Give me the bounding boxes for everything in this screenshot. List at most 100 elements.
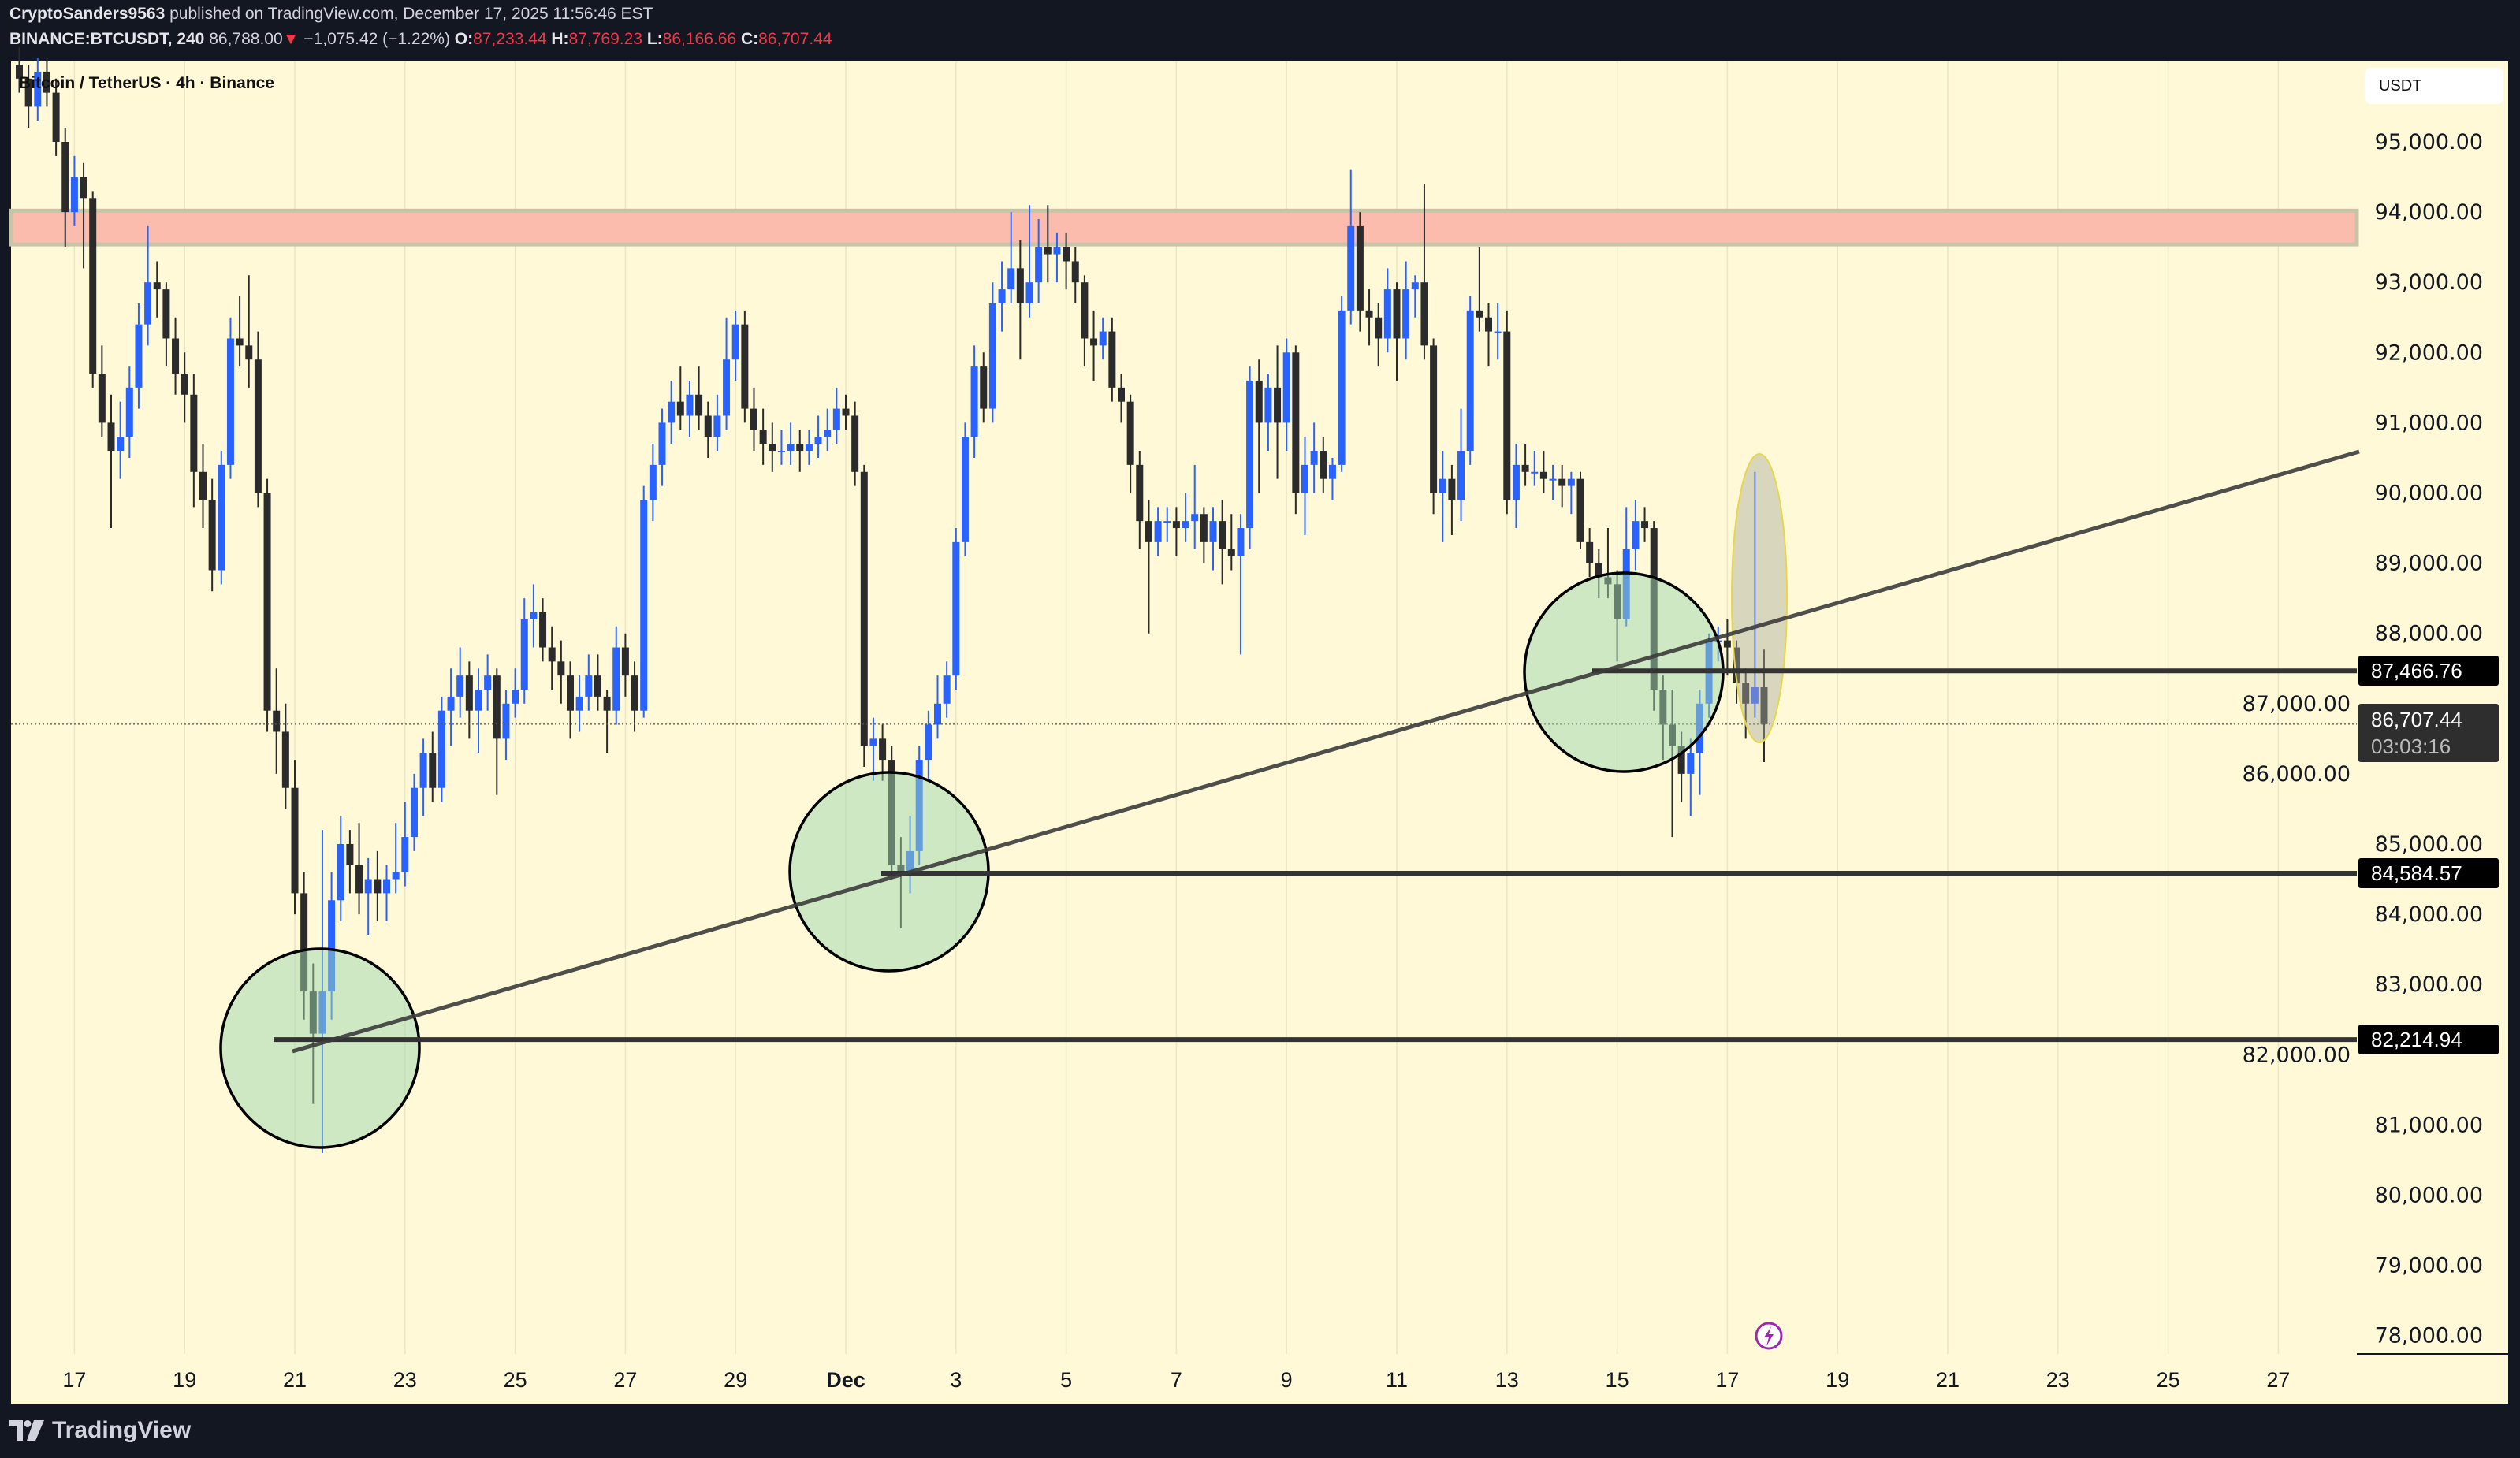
lightning-icon[interactable] [1755, 1322, 1783, 1350]
level-label: 82,214.94 [2358, 1025, 2499, 1055]
candle-bullish [1163, 521, 1171, 523]
currency-button[interactable]: USDT [2365, 68, 2503, 104]
candle-bullish [1383, 289, 1391, 339]
candle-bearish [355, 865, 363, 894]
candle-bullish [419, 753, 427, 788]
price-tick-label: 93,000.00 [2375, 270, 2483, 295]
candle-bearish [1118, 387, 1125, 402]
candle-bearish [181, 374, 188, 395]
candle-bearish [199, 471, 207, 500]
candle-bearish [1071, 261, 1079, 283]
publish-info: CryptoSanders9563 published on TradingVi… [9, 5, 653, 24]
candle-bearish [842, 408, 850, 416]
candle-bearish [1375, 317, 1383, 339]
candle-bullish [787, 444, 795, 452]
down-arrow-icon: ▼ [282, 30, 300, 48]
candle-bullish [135, 324, 143, 388]
candle-bearish [273, 710, 281, 732]
time-tick-label: 17 [62, 1368, 86, 1392]
candle-bullish [805, 444, 813, 452]
candle-bullish [1246, 380, 1254, 529]
high-value: 87,769.23 [568, 30, 642, 48]
candle-bullish [1154, 521, 1162, 542]
candle-bearish [374, 879, 382, 894]
candle-bullish [1237, 528, 1245, 556]
candle-bullish [520, 619, 528, 690]
symbol-info: BINANCE:BTCUSDT, 240 86,788.00▼ −1,075.4… [9, 30, 832, 49]
candle-bullish [1347, 225, 1355, 311]
candle-bullish [713, 415, 721, 437]
low-value: 86,166.66 [662, 30, 737, 48]
candle-bearish [1393, 289, 1401, 339]
candle-bearish [557, 661, 565, 676]
price-tick-label: 79,000.00 [2375, 1254, 2483, 1278]
candle-bullish [970, 366, 978, 437]
chart-panel[interactable] [11, 61, 2508, 1404]
candle-bullish [1264, 387, 1272, 423]
current-price-value: 86,707.44 [2371, 707, 2462, 731]
candle-bullish [1025, 282, 1033, 303]
candle-bullish [1338, 310, 1346, 465]
candle-bearish [1476, 310, 1483, 318]
ascending-trendline [292, 449, 2360, 1054]
candle-bearish [1641, 521, 1649, 529]
time-tick-label: 7 [1171, 1368, 1182, 1392]
candle-bullish [1099, 331, 1107, 346]
time-tick-label: 23 [2046, 1368, 2070, 1392]
candle-bearish [208, 500, 216, 571]
candle-bearish [493, 675, 501, 739]
candle-bullish [1567, 478, 1575, 486]
time-tick-label: 5 [1060, 1368, 1072, 1392]
price-change: −1,075.42 (−1.22%) [303, 30, 450, 48]
candle-bullish [649, 464, 657, 500]
candle-bullish [869, 738, 877, 746]
grid [73, 61, 2280, 1354]
candle-bullish [1007, 268, 1015, 290]
price-tick-label: 80,000.00 [2375, 1184, 2483, 1208]
published-text: published on TradingView.com, December 1… [169, 5, 653, 23]
time-tick-label: 25 [504, 1368, 527, 1392]
candle-bearish [603, 696, 611, 711]
price-tick-label: 84,000.00 [2375, 902, 2483, 927]
candle-bullish [686, 394, 694, 416]
candle-bearish [98, 374, 106, 423]
candle-bullish [1512, 464, 1520, 500]
candle-bearish [704, 415, 712, 437]
candle-bearish [1677, 746, 1685, 774]
candle-bearish [1136, 464, 1144, 522]
candle-bearish [860, 471, 868, 746]
candle-bearish [879, 738, 887, 761]
publish-header: CryptoSanders9563 published on TradingVi… [0, 0, 2520, 61]
candle-bearish [1145, 521, 1152, 542]
close-value: 86,707.44 [758, 30, 832, 48]
candle-bullish [1687, 753, 1695, 774]
candle-bullish [1209, 521, 1217, 542]
price-tick-label: 85,000.00 [2375, 832, 2483, 857]
candle-bullish [328, 900, 336, 992]
price-tick-label: 82,000.00 [2243, 1043, 2351, 1067]
candle-bullish [723, 359, 731, 416]
candle-bearish [676, 401, 684, 416]
tradingview-logo[interactable]: TradingView [9, 1417, 191, 1444]
time-tick-label: 21 [283, 1368, 307, 1392]
axes: 17 19 21 23 25 27 29 Dec 3 5 7 9 11 13 15 17 19 21 23 25 27 9… [62, 130, 2508, 1392]
candle-bullish [337, 844, 344, 901]
author-name[interactable]: CryptoSanders9563 [9, 5, 166, 23]
candle-bullish [824, 430, 832, 437]
candle-bearish [162, 289, 170, 339]
price-tick-label: 94,000.00 [2375, 200, 2483, 225]
candle-bearish [1063, 247, 1070, 262]
candle-bearish [631, 675, 638, 711]
candle-bullish [1439, 478, 1446, 493]
price-tick-label: 87,000.00 [2243, 692, 2351, 716]
time-tick-label: 15 [1606, 1368, 1629, 1392]
candle-bearish [1760, 687, 1768, 724]
candle-bearish [263, 493, 271, 711]
candle-bullish [1402, 289, 1410, 339]
candle-bearish [1365, 310, 1373, 318]
time-tick-label: 19 [1826, 1368, 1849, 1392]
chart-legend: Bitcoin / TetherUS · 4h · Binance [19, 74, 274, 92]
price-tick-label: 81,000.00 [2375, 1113, 2483, 1137]
footer-brand: TradingView [52, 1417, 192, 1443]
